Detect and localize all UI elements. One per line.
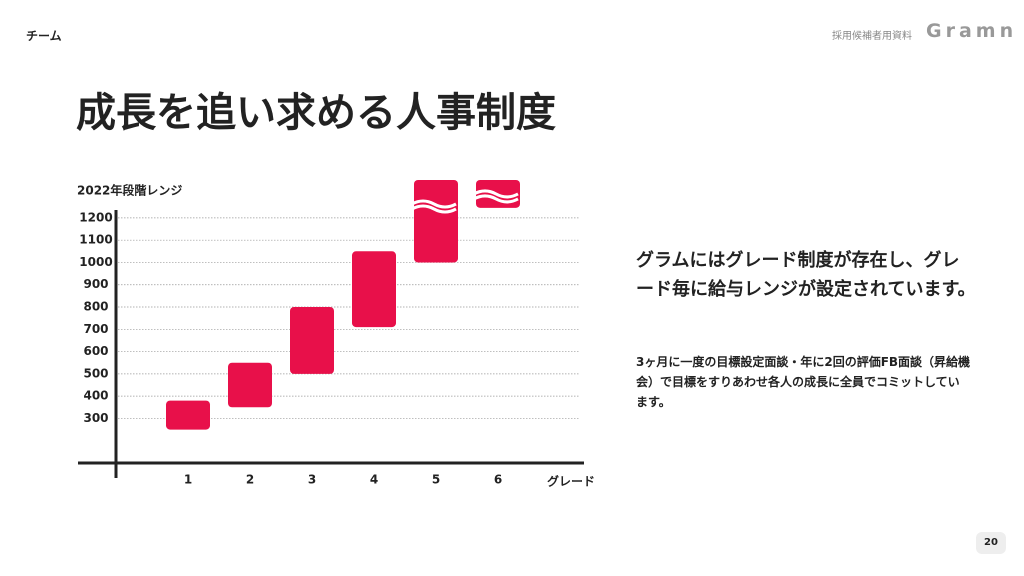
x-tick-label: 5 <box>432 473 440 487</box>
y-tick-label: 700 <box>83 322 108 336</box>
axis-break <box>411 199 457 214</box>
axis-break <box>473 189 519 204</box>
y-tick-label: 900 <box>83 277 108 291</box>
y-tick-label: 1000 <box>79 255 112 269</box>
body-text: 3ヶ月に一度の目標設定面談・年に2回の評価FB面談（昇給機会）で目標をすりあわせ… <box>636 355 971 409</box>
x-tick-label: 4 <box>370 473 378 487</box>
range-bar <box>414 180 458 263</box>
x-tick-label: 1 <box>184 473 192 487</box>
x-tick-label: 2 <box>246 473 254 487</box>
y-tick-label: 800 <box>83 300 108 314</box>
x-tick-label: 6 <box>494 473 502 487</box>
lead-text: グラムにはグレード制度が存在し、グレード毎に給与レンジが設定されています。 <box>636 250 976 300</box>
range-bar <box>166 400 210 430</box>
range-bar <box>352 251 396 328</box>
y-tick-label: 1100 <box>79 233 112 247</box>
doc-label: 採用候補者用資料 <box>832 31 912 42</box>
section-label: チーム <box>26 29 62 43</box>
logo: Gramn <box>926 20 1018 42</box>
y-tick-label: 300 <box>83 411 108 425</box>
range-bar <box>228 362 272 408</box>
page-title: 成長を追い求める人事制度 <box>76 90 556 136</box>
y-tick-label: 600 <box>83 344 108 358</box>
x-tick-label: 3 <box>308 473 316 487</box>
page-number: 20 <box>976 532 1006 554</box>
y-tick-label: 1200 <box>79 210 112 224</box>
y-axis-label: 2022年段階レンジ <box>77 183 182 198</box>
range-bar <box>290 307 334 374</box>
y-tick-label: 400 <box>83 389 108 403</box>
x-axis-label: グレード <box>547 474 595 489</box>
y-tick-label: 500 <box>83 366 108 380</box>
